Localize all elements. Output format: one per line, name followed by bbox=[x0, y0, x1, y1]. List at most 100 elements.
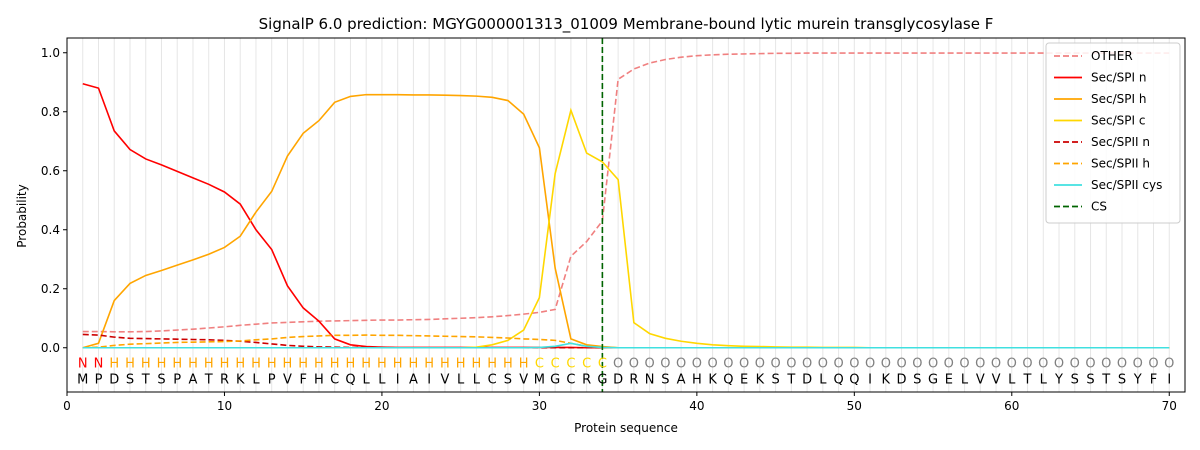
region-label: O bbox=[849, 357, 859, 372]
region-label: O bbox=[1164, 357, 1174, 372]
residue-label: G bbox=[928, 373, 938, 388]
region-label: H bbox=[377, 357, 387, 372]
sequence-annotation: NMNPHDHSHTHSHPHAHTHRHKHLHPHVHFHHHCHQHLHL… bbox=[77, 357, 1174, 388]
region-label: O bbox=[1101, 357, 1111, 372]
residue-label: S bbox=[1071, 373, 1079, 388]
residue-label: Y bbox=[1133, 373, 1142, 388]
residue-label: H bbox=[692, 373, 702, 388]
region-label: H bbox=[220, 357, 230, 372]
residue-label: Q bbox=[723, 373, 733, 388]
region-label: O bbox=[1038, 357, 1048, 372]
y-tick-label: 0.6 bbox=[41, 164, 60, 178]
region-label: O bbox=[645, 357, 655, 372]
region-label: O bbox=[991, 357, 1001, 372]
vertical-grid bbox=[82, 38, 1170, 392]
residue-label: L bbox=[961, 373, 969, 388]
region-label: O bbox=[1117, 357, 1127, 372]
region-label: O bbox=[629, 357, 639, 372]
y-ticks: 0.0 0.2 0.4 0.6 0.8 1.0 bbox=[41, 46, 67, 355]
residue-label: Q bbox=[849, 373, 859, 388]
x-tick-label: 60 bbox=[1004, 399, 1019, 413]
series-line bbox=[82, 93, 1170, 349]
region-label: N bbox=[94, 357, 104, 372]
region-label: O bbox=[613, 357, 623, 372]
residue-label: V bbox=[976, 373, 985, 388]
residue-label: S bbox=[504, 373, 512, 388]
residue-label: M bbox=[77, 373, 88, 388]
residue-label: V bbox=[992, 373, 1001, 388]
residue-label: T bbox=[1101, 373, 1110, 388]
residue-label: D bbox=[109, 373, 119, 388]
region-label: O bbox=[881, 357, 891, 372]
region-label: O bbox=[802, 357, 812, 372]
region-label: H bbox=[109, 357, 119, 372]
region-label: N bbox=[78, 357, 88, 372]
region-label: H bbox=[409, 357, 419, 372]
region-label: O bbox=[786, 357, 796, 372]
residue-label: L bbox=[457, 373, 465, 388]
legend-entry: Sec/SPII h bbox=[1091, 157, 1150, 171]
series-line bbox=[82, 342, 1170, 349]
region-label: H bbox=[424, 357, 434, 372]
region-label: O bbox=[1054, 357, 1064, 372]
legend-entry: CS bbox=[1091, 200, 1107, 214]
residue-label: K bbox=[708, 373, 717, 388]
region-label: H bbox=[267, 357, 277, 372]
region-label: H bbox=[472, 357, 482, 372]
residue-label: I bbox=[427, 373, 431, 388]
residue-label: S bbox=[126, 373, 134, 388]
region-label: H bbox=[283, 357, 293, 372]
region-label: O bbox=[975, 357, 985, 372]
region-label: C bbox=[551, 357, 560, 372]
region-label: O bbox=[723, 357, 733, 372]
residue-label: N bbox=[645, 373, 655, 388]
legend: OTHER Sec/SPI n Sec/SPI h Sec/SPI c Sec/SPII… bbox=[1045, 42, 1181, 224]
region-label: C bbox=[535, 357, 544, 372]
region-label: H bbox=[393, 357, 403, 372]
residue-label: R bbox=[220, 373, 229, 388]
y-tick-label: 0.0 bbox=[41, 341, 60, 355]
residue-label: E bbox=[945, 373, 953, 388]
region-label: H bbox=[503, 357, 513, 372]
region-label: C bbox=[566, 357, 575, 372]
residue-label: Q bbox=[345, 373, 355, 388]
region-label: O bbox=[944, 357, 954, 372]
region-label: O bbox=[865, 357, 875, 372]
region-label: O bbox=[1022, 357, 1032, 372]
residue-label: P bbox=[268, 373, 276, 388]
region-label: O bbox=[818, 357, 828, 372]
region-label: O bbox=[707, 357, 717, 372]
residue-label: D bbox=[802, 373, 812, 388]
residue-label: E bbox=[740, 373, 748, 388]
region-label: O bbox=[755, 357, 765, 372]
residue-label: S bbox=[1086, 373, 1094, 388]
residue-label: Q bbox=[833, 373, 843, 388]
plot-area bbox=[82, 38, 1170, 392]
residue-label: T bbox=[786, 373, 795, 388]
residue-label: L bbox=[1040, 373, 1048, 388]
region-label: H bbox=[346, 357, 356, 372]
region-label: O bbox=[660, 357, 670, 372]
x-tick-label: 70 bbox=[1162, 399, 1177, 413]
residue-label: A bbox=[189, 373, 198, 388]
residue-label: S bbox=[771, 373, 779, 388]
legend-entry: Sec/SPI c bbox=[1091, 114, 1145, 128]
residue-label: G bbox=[597, 373, 607, 388]
residue-label: S bbox=[157, 373, 165, 388]
residue-label: H bbox=[314, 373, 324, 388]
residue-label: D bbox=[613, 373, 623, 388]
region-label: H bbox=[204, 357, 214, 372]
residue-label: P bbox=[173, 373, 181, 388]
residue-label: Y bbox=[1054, 373, 1063, 388]
legend-entry: Sec/SPI h bbox=[1091, 92, 1146, 106]
region-label: O bbox=[1148, 357, 1158, 372]
residue-label: L bbox=[252, 373, 260, 388]
residue-label: R bbox=[582, 373, 591, 388]
residue-label: T bbox=[1023, 373, 1032, 388]
y-tick-label: 0.2 bbox=[41, 282, 60, 296]
residue-label: K bbox=[236, 373, 245, 388]
region-label: H bbox=[361, 357, 371, 372]
region-label: H bbox=[125, 357, 135, 372]
y-tick-label: 0.8 bbox=[41, 105, 60, 119]
residue-label: F bbox=[299, 373, 306, 388]
